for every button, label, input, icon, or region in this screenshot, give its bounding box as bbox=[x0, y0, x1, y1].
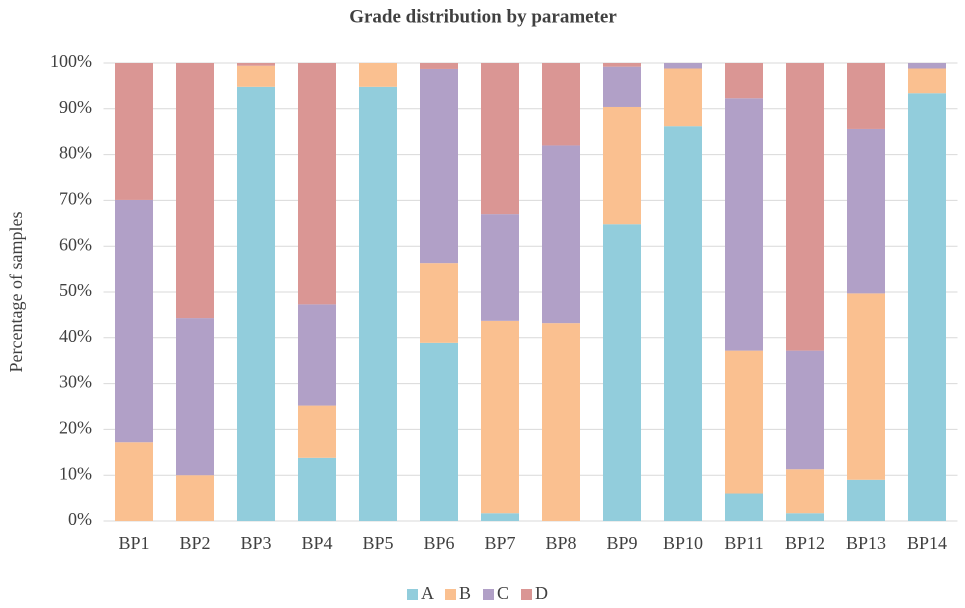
x-tick-label: BP14 bbox=[907, 533, 947, 553]
legend-label: D bbox=[535, 583, 548, 603]
bar-segment bbox=[420, 63, 458, 69]
bar-segment bbox=[908, 93, 946, 521]
x-tick-label: BP11 bbox=[724, 533, 763, 553]
x-tick-label: BP10 bbox=[663, 533, 703, 553]
legend-label: C bbox=[497, 583, 509, 603]
legend-label: A bbox=[421, 583, 434, 603]
x-tick-label: BP4 bbox=[301, 533, 332, 553]
bar-segment bbox=[786, 513, 824, 521]
bar-segment bbox=[603, 224, 641, 521]
x-tick-label: BP8 bbox=[545, 533, 576, 553]
x-tick-label: BP13 bbox=[846, 533, 886, 553]
legend-swatch bbox=[521, 589, 532, 600]
bar-segment bbox=[481, 513, 519, 521]
bar-segment bbox=[847, 128, 885, 294]
bar-segment bbox=[359, 63, 397, 87]
bar-segment bbox=[786, 350, 824, 470]
bar-segment bbox=[176, 318, 214, 476]
legend-swatch bbox=[445, 589, 456, 600]
y-axis-label: Percentage of samples bbox=[6, 212, 26, 373]
x-tick-label: BP5 bbox=[362, 533, 393, 553]
bar-segment bbox=[847, 63, 885, 129]
y-tick-label: 100% bbox=[50, 51, 92, 71]
x-tick-label: BP6 bbox=[423, 533, 454, 553]
bar-segment bbox=[115, 199, 153, 443]
bar-segment bbox=[725, 63, 763, 99]
legend-swatch bbox=[483, 589, 494, 600]
bar-segment bbox=[359, 86, 397, 521]
x-tick-label: BP2 bbox=[179, 533, 210, 553]
bar-segment bbox=[481, 320, 519, 514]
y-tick-label: 0% bbox=[68, 509, 92, 529]
bar-segment bbox=[725, 493, 763, 521]
bar-segment bbox=[847, 293, 885, 480]
bar-segment bbox=[908, 68, 946, 94]
bar-segment bbox=[237, 86, 275, 521]
bar-segment bbox=[237, 63, 275, 66]
bar-segment bbox=[786, 469, 824, 514]
y-tick-label: 60% bbox=[59, 234, 92, 254]
bar-segment bbox=[603, 63, 641, 67]
bar-segment bbox=[603, 66, 641, 107]
bar-segment bbox=[908, 63, 946, 69]
bar-segment bbox=[420, 263, 458, 343]
y-tick-label: 20% bbox=[59, 418, 92, 438]
x-tick-label: BP7 bbox=[484, 533, 515, 553]
bar-segment bbox=[420, 342, 458, 521]
bar-segment bbox=[115, 63, 153, 200]
x-tick-label: BP1 bbox=[118, 533, 149, 553]
bar-segment bbox=[786, 63, 824, 351]
bar-segment bbox=[115, 442, 153, 521]
bar-segment bbox=[298, 63, 336, 305]
bar-segment bbox=[664, 68, 702, 127]
bar-segment bbox=[481, 63, 519, 215]
bar-segment bbox=[847, 479, 885, 521]
y-tick-label: 40% bbox=[59, 326, 92, 346]
y-tick-label: 90% bbox=[59, 97, 92, 117]
x-tick-label: BP12 bbox=[785, 533, 825, 553]
x-tick-label: BP3 bbox=[240, 533, 271, 553]
bar-segment bbox=[176, 475, 214, 521]
bar-segment bbox=[237, 65, 275, 87]
y-tick-label: 50% bbox=[59, 280, 92, 300]
bar-segment bbox=[176, 63, 214, 319]
y-tick-label: 70% bbox=[59, 189, 92, 209]
bar-segment bbox=[298, 457, 336, 521]
bar-segment bbox=[481, 214, 519, 321]
bar-segment bbox=[298, 405, 336, 458]
y-tick-label: 80% bbox=[59, 143, 92, 163]
x-tick-label: BP9 bbox=[606, 533, 637, 553]
bar-segment bbox=[603, 106, 641, 225]
y-tick-label: 10% bbox=[59, 463, 92, 483]
bar-segment bbox=[542, 63, 580, 146]
legend-label: B bbox=[459, 583, 471, 603]
bar-segment bbox=[542, 145, 580, 324]
chart-title: Grade distribution by parameter bbox=[349, 6, 617, 27]
y-tick-label: 30% bbox=[59, 372, 92, 392]
bar-segment bbox=[420, 68, 458, 264]
bar-segment bbox=[542, 323, 580, 521]
bar-segment bbox=[725, 98, 763, 351]
bar-segment bbox=[664, 126, 702, 521]
legend-swatch bbox=[407, 589, 418, 600]
bar-segment bbox=[664, 63, 702, 69]
bar-segment bbox=[725, 350, 763, 494]
bar-segment bbox=[298, 304, 336, 406]
